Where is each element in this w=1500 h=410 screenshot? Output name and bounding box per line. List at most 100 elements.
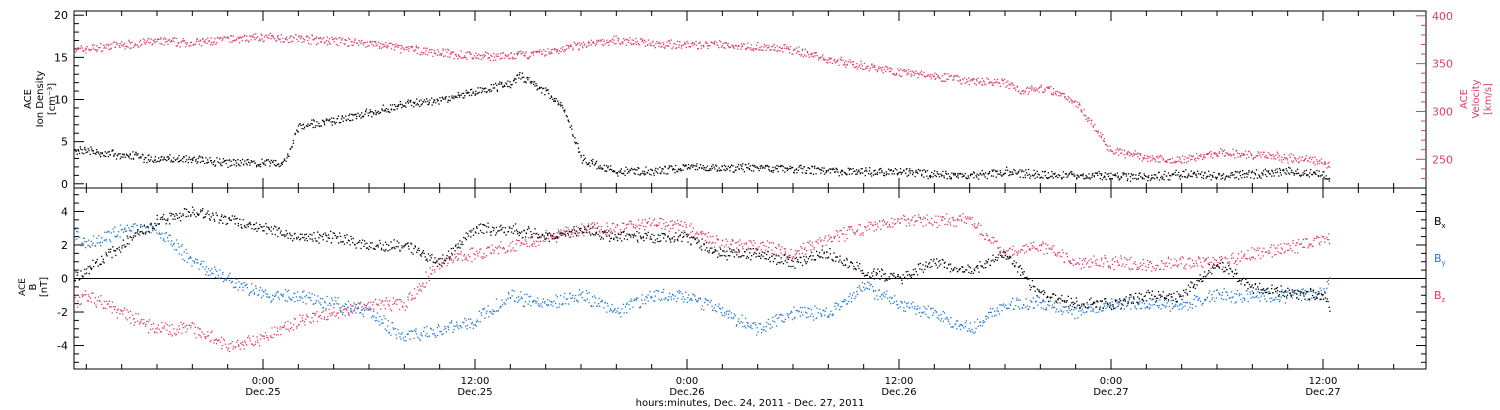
bz-series-point: [849, 228, 851, 230]
bz-series-point: [413, 288, 416, 290]
bz-series-point: [793, 256, 795, 258]
bz-series-point: [887, 226, 889, 228]
bz-series-point: [940, 219, 943, 221]
velocity-series-point: [1292, 161, 1294, 164]
velocity-series-point: [933, 75, 935, 77]
density-series-point: [309, 124, 311, 126]
velocity-series-point: [228, 37, 230, 39]
density-series-point: [302, 123, 304, 125]
bz-series-point: [743, 243, 745, 245]
velocity-series-point: [1236, 149, 1238, 151]
bz-series-point: [804, 247, 806, 249]
bz-series-point: [273, 333, 275, 335]
velocity-series-point: [823, 57, 825, 59]
bz-series-point: [519, 244, 521, 247]
velocity-series-point: [1181, 162, 1183, 164]
bz-series-point: [1323, 236, 1325, 238]
density-series-point: [674, 168, 676, 171]
velocity-series-point: [91, 44, 94, 46]
density-series-point: [811, 166, 814, 168]
density-series-point: [355, 113, 357, 116]
velocity-series-point: [752, 48, 755, 50]
velocity-series-point: [565, 48, 568, 50]
bz-series-point: [266, 337, 268, 339]
density-series-point: [879, 168, 881, 170]
bz-series-point: [198, 328, 200, 330]
bz-series-point: [750, 248, 752, 250]
bz-series-point: [1182, 257, 1184, 259]
density-series-point: [316, 121, 318, 123]
density-series-point: [575, 142, 577, 144]
bz-series-point: [614, 231, 616, 233]
velocity-series-point: [390, 42, 392, 44]
density-series-point: [248, 161, 250, 163]
velocity-series-point: [637, 43, 639, 45]
velocity-series-point: [493, 56, 496, 58]
velocity-series-point: [1007, 80, 1009, 82]
density-series-point: [421, 103, 423, 105]
bz-series-point: [96, 300, 99, 302]
velocity-series-point: [975, 78, 978, 80]
density-series-point: [384, 110, 386, 112]
density-series-point: [1183, 176, 1186, 178]
bz-series-point: [267, 339, 270, 341]
by-series-point: [171, 245, 174, 247]
by-series-point: [160, 237, 162, 239]
density-series-point: [122, 156, 124, 158]
density-series-point: [858, 170, 860, 173]
density-series-point: [572, 135, 574, 137]
density-series-point: [1216, 176, 1218, 179]
density-series-point: [214, 165, 216, 167]
velocity-series-point: [526, 57, 528, 59]
velocity-series-point: [958, 76, 960, 78]
velocity-series-point: [248, 41, 250, 43]
velocity-series-point: [834, 62, 836, 64]
density-series-point: [1099, 177, 1101, 180]
velocity-series-point: [572, 47, 574, 49]
bz-series-point: [742, 248, 744, 250]
bz-series-point: [168, 325, 171, 327]
velocity-series-point: [615, 35, 617, 37]
velocity-series-point: [1239, 155, 1242, 157]
velocity-series-point: [475, 57, 477, 59]
bz-series-point: [978, 222, 980, 224]
velocity-series-point: [1036, 88, 1038, 90]
bz-series-point: [881, 220, 884, 222]
velocity-series-point: [700, 47, 702, 49]
density-series-point: [833, 168, 835, 171]
bz-series-point: [973, 223, 976, 225]
velocity-series-point: [560, 47, 562, 49]
bz-series-point: [616, 224, 618, 226]
velocity-series-point: [107, 43, 109, 45]
velocity-series-point: [1078, 102, 1081, 104]
velocity-series-point: [1309, 161, 1311, 163]
velocity-series-point: [802, 56, 805, 58]
density-series-point: [650, 174, 652, 176]
velocity-series-point: [1161, 156, 1163, 158]
velocity-series-point: [289, 37, 291, 39]
density-series-point: [212, 163, 214, 166]
bz-series-point: [1152, 266, 1154, 268]
density-series-point: [724, 169, 726, 172]
velocity-series-point: [649, 42, 651, 45]
by-series-point: [143, 233, 145, 235]
velocity-series-point: [758, 49, 760, 51]
velocity-series-point: [563, 51, 565, 53]
bz-series-point: [554, 235, 556, 238]
bz-series-point: [300, 320, 302, 323]
density-series-point: [888, 168, 890, 170]
bz-series-point: [1165, 262, 1168, 264]
velocity-series-point: [1311, 158, 1313, 161]
bz-series-point: [926, 219, 929, 221]
density-series-point: [750, 170, 753, 172]
bz-series-point: [1226, 262, 1229, 264]
bz-series-point: [374, 298, 377, 301]
density-series-point: [182, 161, 184, 163]
density-series-point: [1195, 173, 1197, 175]
bz-series-point: [156, 327, 159, 329]
density-series-point: [370, 111, 372, 113]
density-series-point: [881, 171, 883, 173]
velocity-series-point: [1288, 154, 1290, 156]
velocity-series-point: [501, 57, 503, 59]
velocity-series-point: [1309, 156, 1311, 158]
